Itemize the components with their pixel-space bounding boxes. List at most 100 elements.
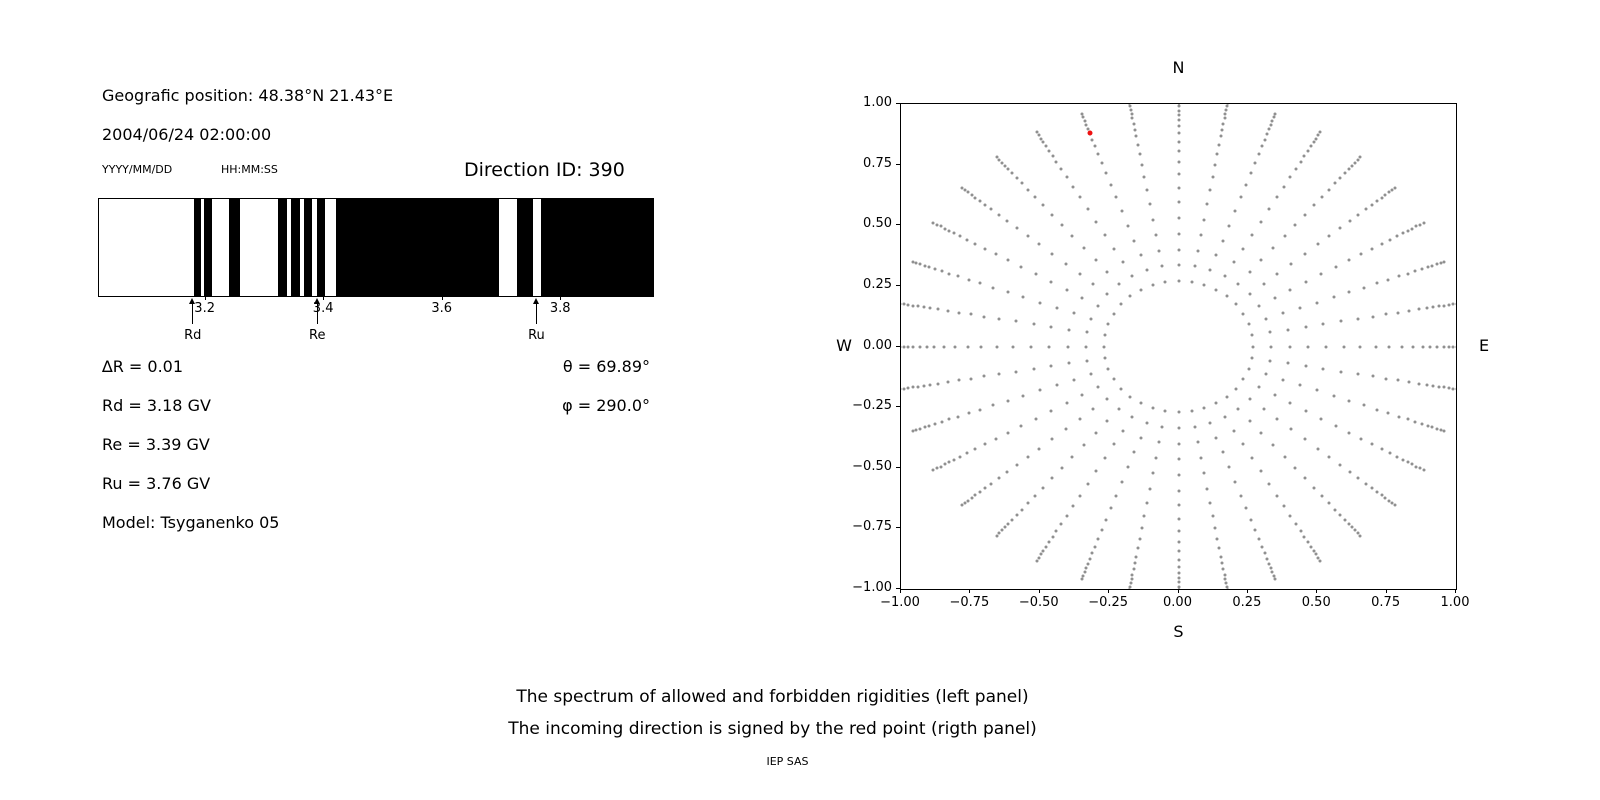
compass-label-east: E [1478, 336, 1490, 355]
direction-dot [1304, 409, 1308, 413]
caption-line-2: The incoming direction is signed by the … [508, 719, 1037, 739]
direction-dot [973, 493, 977, 497]
direction-dot [933, 422, 937, 426]
direction-dot [1114, 195, 1118, 199]
direction-dot [995, 345, 999, 348]
direction-dot [1072, 311, 1076, 315]
direction-dot [1265, 132, 1269, 136]
x-tick-mark [900, 589, 901, 593]
direction-dot [1177, 109, 1180, 113]
direction-dot [997, 213, 1001, 217]
direction-dot [1223, 116, 1227, 120]
direction-dot [1177, 410, 1180, 414]
direction-dot [1160, 264, 1164, 268]
direction-dot [1386, 411, 1390, 415]
direction-dot [1006, 258, 1010, 262]
geographic-position-text: Geografic position: 48.38°N 21.43°E [102, 86, 394, 105]
direction-dot [1234, 387, 1238, 391]
direction-dot [940, 269, 944, 273]
direction-dot [1163, 409, 1167, 413]
direction-dot [1269, 566, 1273, 570]
direction-dot [1390, 188, 1394, 192]
direction-dot [1037, 133, 1041, 137]
direction-dot [1364, 207, 1368, 211]
direction-dot [1303, 437, 1307, 441]
direction-dot [1223, 112, 1227, 116]
direction-dot [1241, 377, 1245, 381]
direction-dot [960, 503, 964, 507]
direction-dot [1000, 528, 1004, 532]
direction-dot [1177, 232, 1180, 236]
direction-dot [1347, 431, 1351, 435]
direction-dot [1370, 442, 1374, 446]
direction-dot [1190, 280, 1193, 284]
direction-dot [1248, 397, 1252, 401]
direction-dot [1078, 272, 1082, 276]
direction-dot [1260, 545, 1264, 549]
direction-dot [1083, 119, 1087, 123]
direction-dot [1435, 345, 1439, 348]
direction-dot [1220, 561, 1224, 565]
direction-dot [1250, 333, 1254, 337]
direction-dot [1309, 144, 1313, 148]
direction-dot [1358, 345, 1362, 348]
direction-dot [1375, 199, 1379, 203]
date-format-label: YYYY/MM/DD [102, 163, 173, 176]
direction-dot [1050, 213, 1054, 217]
direction-dot [1393, 503, 1397, 507]
direction-dot [1359, 252, 1363, 256]
direction-dot [1112, 442, 1116, 446]
x-tick-mark [1455, 589, 1456, 593]
direction-dot [1343, 171, 1347, 175]
direction-dot [1006, 290, 1010, 294]
direction-dot [1264, 372, 1268, 376]
direction-dot [1380, 242, 1384, 246]
direction-dot [983, 486, 987, 490]
direction-dot [1177, 200, 1180, 204]
direction-dot [1289, 427, 1293, 431]
direction-dot [1364, 482, 1368, 486]
direction-dot [1275, 195, 1279, 199]
direction-dot [1283, 234, 1287, 238]
direction-dot [1248, 270, 1252, 274]
direction-dot [1082, 443, 1086, 447]
direction-dot [1177, 442, 1180, 445]
direction-dot [1214, 401, 1218, 405]
direction-dot [1339, 319, 1343, 323]
direction-dot [1034, 272, 1037, 276]
direction-dot [1086, 562, 1090, 566]
direction-dot [1081, 115, 1085, 119]
direction-dot [1356, 372, 1359, 376]
direction-dot [1064, 427, 1068, 431]
direction-dot [1071, 185, 1075, 189]
direction-dot [1339, 370, 1343, 374]
x-tick-label: 0.00 [1163, 595, 1192, 610]
direction-dot [973, 196, 977, 200]
x-tick-label: −0.50 [1018, 595, 1059, 610]
direction-dot [1215, 152, 1219, 156]
direction-dot [1253, 528, 1257, 532]
direction-dot [1084, 123, 1088, 127]
direction-dot [1130, 112, 1134, 116]
y-tick-mark [896, 527, 900, 529]
direction-dot [1196, 440, 1200, 444]
direction-dot [1384, 377, 1388, 380]
direction-dot [1319, 417, 1323, 421]
direction-dot [1288, 175, 1292, 179]
direction-dot [1343, 518, 1347, 522]
direction-dot [1139, 253, 1143, 257]
direction-dot [1273, 577, 1277, 581]
direction-dot [947, 272, 951, 275]
direction-dot [1418, 223, 1422, 227]
direction-dot [1091, 282, 1095, 286]
direction-dot [1407, 309, 1411, 313]
direction-dot [1134, 555, 1138, 559]
direction-dot [1072, 378, 1076, 382]
direction-dot [1371, 374, 1375, 378]
direction-dot [1177, 457, 1180, 461]
direction-dot [1426, 265, 1430, 269]
direction-dot [1220, 128, 1224, 132]
direction-dot [1387, 499, 1391, 503]
direction-dot [1090, 138, 1094, 142]
direction-dot [1268, 359, 1272, 363]
